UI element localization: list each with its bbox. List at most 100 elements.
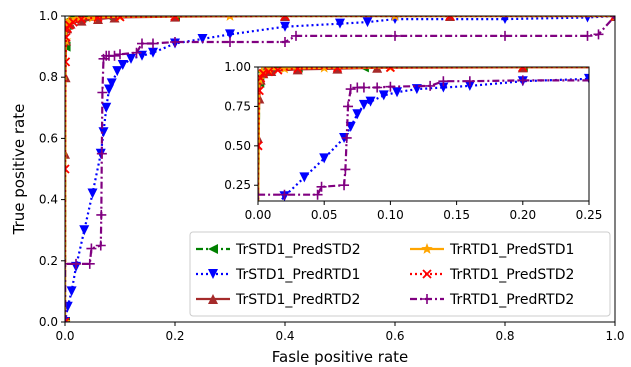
inset-y-tick-label-0: 0.25 <box>224 178 251 192</box>
main-series-5-marker-8 <box>97 87 108 98</box>
inset-series-line-5 <box>258 79 589 201</box>
legend-label-5: TrRTD1_PredRTD2 <box>449 292 574 308</box>
legend-item-3: TrRTD1_PredSTD1 <box>410 242 574 258</box>
main-series-1-marker-1 <box>65 301 73 312</box>
main-series-1-marker-8 <box>101 102 112 113</box>
main-series-4-marker-6 <box>68 17 78 27</box>
main-series-5-marker-16 <box>148 38 158 49</box>
legend-marker-0 <box>208 244 218 254</box>
legend-label-3: TrRTD1_PredSTD1 <box>449 242 574 258</box>
legend-item-5: TrRTD1_PredRTD2 <box>410 292 574 308</box>
main-series-line-3 <box>65 16 615 322</box>
inset-series-5-marker-16 <box>464 76 475 87</box>
main-x-tick-label-1: 0.2 <box>165 329 184 343</box>
main-series-4-marker-9 <box>115 16 125 22</box>
main-series-5-marker-3 <box>84 258 95 269</box>
main-y-tick-label-5: 1.0 <box>39 9 58 23</box>
inset-series-4-marker-3 <box>258 73 266 83</box>
inset-series-1-marker-12 <box>392 87 403 98</box>
legend-item-0: TrSTD1_PredSTD2 <box>196 242 361 258</box>
main-series-5-marker-22 <box>500 30 510 41</box>
inset-series-4-marker-4 <box>258 68 268 78</box>
inset-plot-area: 0.00 0.05 0.10 0.15 0.20 0.25 0.25 0.50 0.75 1.00 <box>224 60 603 222</box>
main-series-5-marker-20 <box>291 30 301 41</box>
main-series-4-marker-1 <box>65 164 70 174</box>
main-series-1-marker-10 <box>106 78 117 89</box>
main-series-line-1 <box>65 16 615 322</box>
inset-series-5-marker-17 <box>517 75 528 86</box>
inset-x-tick-label-0: 0.00 <box>245 208 272 222</box>
main-series-5-marker-17 <box>170 37 180 48</box>
inset-series-5-marker-15 <box>438 76 449 87</box>
inset-series-1-marker-9 <box>358 99 369 110</box>
main-series-1-marker-15 <box>148 47 158 58</box>
main-x-tick-label-2: 0.4 <box>275 329 294 343</box>
main-series-4-marker-0 <box>65 317 70 322</box>
main-y-tick-label-3: 0.6 <box>39 131 58 145</box>
main-x-tick-label-5: 1.0 <box>605 329 624 343</box>
inset-x-tick-label-2: 0.10 <box>377 208 404 222</box>
main-x-tick-label-4: 0.8 <box>495 329 514 343</box>
main-series-4-marker-12 <box>445 16 455 21</box>
inset-series-5-marker-2 <box>279 189 290 200</box>
inset-frame <box>257 66 590 202</box>
inset-background <box>258 67 589 201</box>
main-series-5-marker-24 <box>593 29 604 40</box>
main-series-4-marker-8 <box>93 16 103 23</box>
inset-series-2-marker-9 <box>517 67 528 73</box>
inset-x-tick-label-3: 0.15 <box>443 208 470 222</box>
inset-series-5-marker-8 <box>343 101 354 112</box>
main-series-5-marker-21 <box>390 30 400 41</box>
inset-x-tick-label-5: 0.25 <box>576 208 603 222</box>
inset-series-4-marker-7 <box>293 67 303 74</box>
inset-y-tick-label-1: 0.50 <box>224 139 251 153</box>
main-series-1-marker-13 <box>126 53 136 64</box>
inset-series-4-marker-5 <box>263 67 274 77</box>
main-series-5-marker-5 <box>95 240 106 251</box>
inset-series-5-marker-13 <box>385 81 396 92</box>
inset-x-tick-label-1: 0.05 <box>311 208 338 222</box>
inset-series-5-marker-9 <box>345 84 356 95</box>
main-y-tick-label-2: 0.4 <box>39 193 58 207</box>
inset-y-tick-label-3: 1.00 <box>224 60 251 74</box>
main-series-5-marker-14 <box>131 47 142 58</box>
main-series-4-marker-11 <box>280 16 290 21</box>
inset-series-5-marker-1 <box>258 189 263 200</box>
inset-series-1-marker-8 <box>352 109 363 120</box>
inset-series-1-marker-14 <box>438 82 449 93</box>
inset-series-4-marker-2 <box>258 86 264 96</box>
main-series-5-marker-6 <box>96 209 107 220</box>
inset-x-tick-label-4: 0.20 <box>509 208 536 222</box>
main-frame <box>64 15 616 323</box>
inset-series-group <box>258 67 589 201</box>
main-series-5-marker-4 <box>86 243 97 254</box>
main-series-5-marker-23 <box>582 30 593 41</box>
legend-marker-5 <box>422 294 432 304</box>
main-series-4-marker-13 <box>610 16 615 21</box>
inset-y-tick-label-2: 0.75 <box>224 99 251 113</box>
main-series-group <box>65 16 615 322</box>
main-series-5-marker-18 <box>225 37 235 48</box>
legend-label-4: TrRTD1_PredSTD2 <box>449 267 574 283</box>
inset-series-line-4 <box>258 67 589 201</box>
main-series-1-marker-5 <box>87 188 98 199</box>
inset-series-1-marker-4 <box>299 172 310 183</box>
main-series-5-marker-13 <box>115 49 125 60</box>
main-series-1-marker-24 <box>584 16 591 23</box>
legend-marker-2 <box>208 294 218 304</box>
legend-marker-4 <box>422 269 432 279</box>
legend-item-2: TrSTD1_PredRTD2 <box>196 292 360 308</box>
main-series-5-marker-15 <box>137 38 147 49</box>
main-series-5-marker-19 <box>280 37 290 48</box>
inset-series-5-marker-3 <box>312 189 323 200</box>
inset-series-5-marker-11 <box>358 82 369 93</box>
legend-marker-1 <box>208 269 218 279</box>
inset-series-1-marker-11 <box>378 90 389 101</box>
inset-series-1-marker-10 <box>365 96 376 107</box>
main-y-tick-label-1: 0.2 <box>39 254 58 268</box>
main-series-1-marker-18 <box>225 29 235 40</box>
main-series-1-marker-4 <box>79 225 90 236</box>
legend-marker-3 <box>421 243 433 254</box>
x-axis-title: Fasle positive rate <box>272 348 409 366</box>
